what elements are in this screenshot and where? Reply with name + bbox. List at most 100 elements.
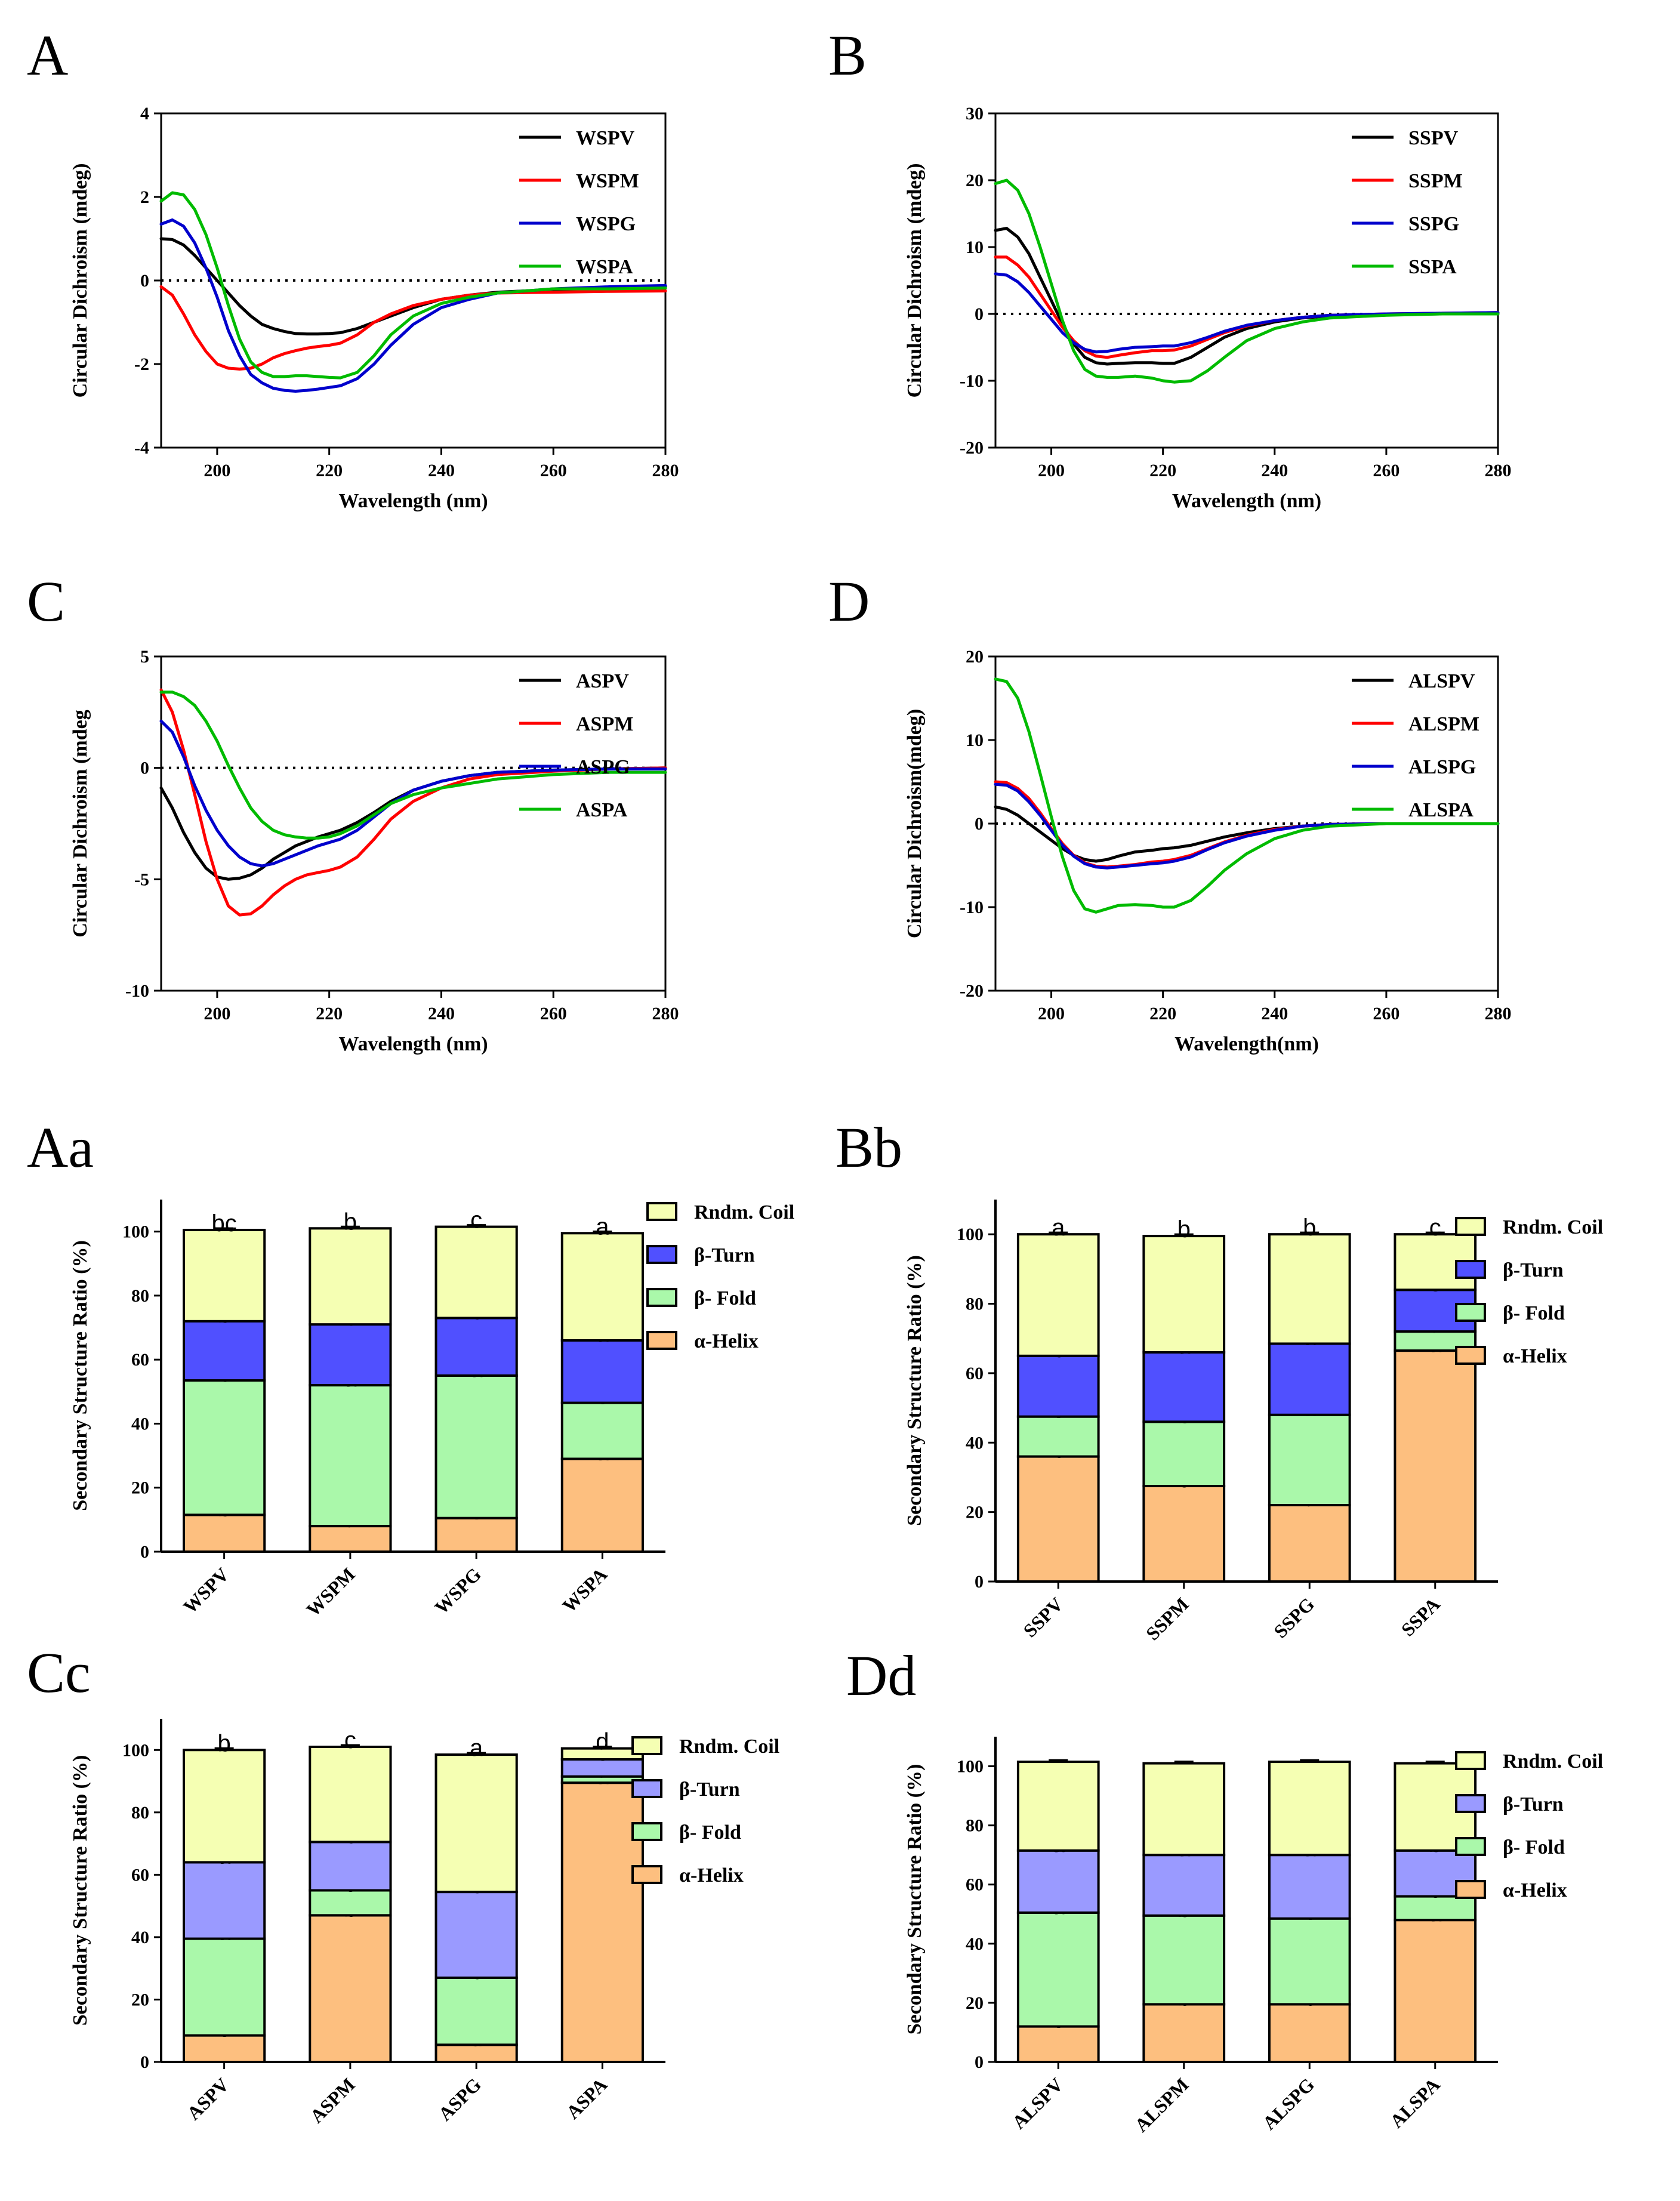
legend-label: ASPG	[576, 756, 630, 778]
x-axis-title: Wavelength(nm)	[1175, 1033, 1319, 1055]
significance-letter: c	[470, 1207, 482, 1234]
legend-label: Rndm. Coil	[1503, 1750, 1603, 1772]
y-tick-label: -10	[125, 981, 149, 1001]
y-axis-title: Circular Dichroism(mdeg)	[904, 709, 926, 938]
bar-segment-rndmcoil	[1142, 1235, 1226, 1354]
bar-segment-turn	[1268, 1342, 1351, 1416]
bar-segment-turn	[1142, 1854, 1226, 1917]
category-label: WSPA	[558, 1563, 611, 1616]
chart-panel-b: B Circular Dichroism (mdeg) -20 -10 0 10 20 30 2…	[828, 23, 1512, 512]
legend-swatch	[631, 1865, 662, 1884]
series-line-alspg	[994, 782, 1500, 870]
series-line-wspm	[159, 285, 667, 371]
category-label: ALSPG	[1258, 2073, 1318, 2134]
y-tick-label: 100	[957, 1757, 984, 1777]
bar-segment-rndmcoil	[183, 1228, 266, 1323]
legend-label: Rndm. Coil	[1503, 1216, 1603, 1238]
y-tick-label: 20	[966, 171, 984, 190]
bar-segment-fold	[1268, 1413, 1351, 1507]
bar-segment-fold	[309, 1889, 392, 1917]
y-tick-label: 80	[131, 1286, 149, 1306]
x-tick-label: 260	[540, 461, 567, 480]
bar-segment-turn	[1016, 1354, 1100, 1418]
category-label: SSPV	[1019, 1593, 1067, 1641]
bar-segment-turn	[560, 1758, 644, 1778]
y-tick-label: 20	[131, 1990, 149, 2009]
x-tick-label: 240	[1261, 1004, 1288, 1024]
x-tick-label: 220	[1149, 461, 1176, 480]
y-tick-label: 10	[966, 238, 984, 257]
bar-segment-turn	[183, 1320, 266, 1382]
category-label: ASPA	[562, 2073, 611, 2123]
series-line-alspa	[994, 677, 1500, 914]
y-tick-label: 40	[966, 1934, 984, 1954]
legend-swatch	[1455, 1217, 1486, 1236]
bar-segment-rndmcoil	[309, 1746, 392, 1844]
bar-segment-fold	[434, 1374, 518, 1519]
series-line-sspg	[994, 272, 1500, 354]
bar-segment-helix	[1394, 1919, 1477, 2064]
bar-segment-helix	[1268, 2003, 1351, 2064]
category-label: WSPM	[302, 1563, 359, 1620]
y-axis-title: Secondary Structure Ratio (%)	[69, 1240, 91, 1511]
x-tick-label: 220	[316, 1004, 343, 1024]
y-tick-label: 2	[140, 187, 149, 207]
y-axis-title: Circular Dichroism (mdeg)	[904, 164, 926, 398]
x-tick-label: 200	[1038, 1004, 1065, 1024]
significance-letter: b	[1303, 1214, 1316, 1241]
chart-panel-a: A Circular Dichroism (mdeg) -4 -2 0 2 4 200 220 2…	[27, 23, 679, 512]
category-label: ALSPA	[1386, 2073, 1444, 2132]
series-line-sspa	[994, 178, 1500, 384]
category-label: ASPV	[183, 2073, 233, 2124]
y-tick-label: 20	[966, 1503, 984, 1522]
legend-label: Rndm. Coil	[679, 1735, 779, 1758]
panel-label: C	[27, 569, 65, 633]
legend-label: β-Turn	[679, 1778, 740, 1801]
bar-segment-helix	[1016, 1455, 1100, 1583]
bar-segment-fold	[1394, 1895, 1477, 1922]
bar-segment-fold	[1016, 1911, 1100, 2028]
x-axis-title: Wavelength (nm)	[1172, 490, 1321, 512]
y-tick-label: 80	[966, 1816, 984, 1836]
bar-segment-rndmcoil	[434, 1753, 518, 1894]
bar-segment-turn	[434, 1317, 518, 1377]
bar-segment-fold	[183, 1379, 266, 1516]
bar-segment-fold	[1268, 1917, 1351, 2006]
legend-label: α-Helix	[694, 1330, 759, 1352]
bar-segment-turn	[309, 1841, 392, 1892]
legend-label: α-Helix	[679, 1864, 744, 1886]
y-tick-label: 30	[966, 104, 984, 124]
category-label: ALSPV	[1008, 2073, 1068, 2133]
panel-label: B	[828, 23, 867, 87]
series-line-aspm	[159, 688, 667, 917]
y-tick-label: -4	[134, 438, 149, 458]
chart-panel-aa: Aa Secondary Structure Ratio (%) 0 20 40 60 80…	[27, 1115, 794, 1620]
x-tick-label: 240	[1261, 461, 1288, 480]
bar-segment-rndmcoil	[1142, 1762, 1226, 1857]
y-axis-title: Secondary Structure Ratio (%)	[69, 1755, 91, 2026]
bar-segment-fold	[309, 1384, 392, 1528]
y-tick-label: 80	[966, 1294, 984, 1314]
x-tick-label: 280	[652, 461, 679, 480]
legend-label: WSPM	[576, 170, 639, 192]
x-tick-label: 240	[428, 1004, 455, 1024]
significance-letter: c	[344, 1727, 356, 1753]
x-tick-label: 260	[1373, 461, 1400, 480]
bar-segment-helix	[1016, 2025, 1100, 2063]
y-tick-label: -10	[960, 898, 984, 917]
legend-swatch	[1455, 1837, 1486, 1856]
y-tick-label: -2	[134, 354, 149, 374]
category-label: ASPG	[434, 2073, 485, 2125]
legend-label: ALSPV	[1408, 670, 1475, 692]
y-tick-label: 4	[140, 104, 149, 124]
x-tick-label: 200	[1038, 461, 1065, 480]
legend-swatch	[1455, 1346, 1486, 1365]
y-tick-label: 10	[966, 730, 984, 750]
legend-label: β-Turn	[1503, 1793, 1564, 1815]
y-tick-label: -20	[960, 438, 984, 458]
panel-label: Dd	[846, 1644, 916, 1707]
y-tick-label: -5	[134, 870, 149, 889]
legend-swatch	[1455, 1751, 1486, 1770]
y-axis-title: Secondary Structure Ratio (%)	[904, 1764, 926, 2035]
